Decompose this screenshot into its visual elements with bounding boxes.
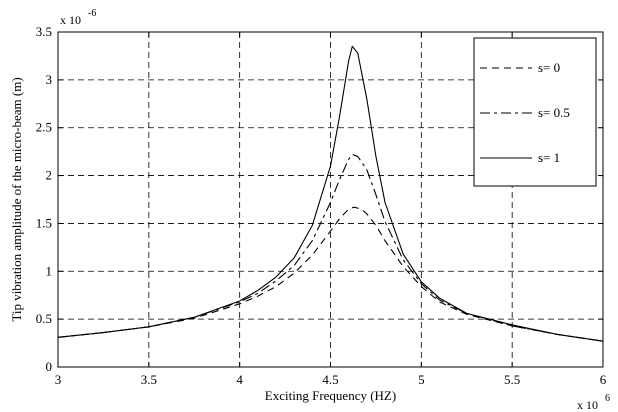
legend-label-s05: s= 0.5: [538, 105, 570, 120]
x-tick-label: 5.5: [504, 372, 520, 387]
y-tick-label: 3.5: [36, 24, 52, 39]
y-tick-label: 1: [46, 263, 53, 278]
x-exponent-text: 6: [605, 393, 610, 404]
y-tick-label: 3: [46, 72, 53, 87]
x-tick-label: 4.5: [322, 372, 338, 387]
x-tick-label: 6: [600, 372, 607, 387]
x-tick-label: 3: [55, 372, 62, 387]
series-line-1: [57, 153, 604, 342]
y-tick-label: 2.5: [36, 120, 52, 135]
y-exponent-text: -6: [88, 8, 96, 19]
legend-box: [473, 37, 597, 187]
x-axis-label: Exciting Frequency (HZ): [265, 388, 396, 403]
series-line-0: [57, 206, 604, 342]
series-group: [57, 45, 604, 342]
series-line-2: [57, 45, 604, 342]
x-tick-label: 3.5: [141, 372, 157, 387]
ticks: 3 3.5 4 4.5 5 5.5 6 0 0.5 1 1.5 2 2.5 3 3.5: [36, 24, 607, 387]
legend-label-s1: s= 1: [538, 150, 560, 165]
y-exponent-label: x 10 -6: [60, 8, 96, 27]
y-tick-label: 1.5: [36, 215, 52, 230]
x-tick-label: 4: [236, 372, 243, 387]
y-axis-label: Tip vibration amplitude of the micro-bea…: [9, 77, 24, 321]
x-multiplier-text: x 10: [577, 398, 598, 412]
y-tick-label: 0: [46, 359, 53, 374]
legend-label-s0: s= 0: [538, 60, 560, 75]
x-tick-label: 5: [418, 372, 425, 387]
y-multiplier-text: x 10: [60, 13, 81, 27]
x-exponent-label: x 10 6: [577, 393, 610, 412]
y-tick-label: 2: [46, 168, 53, 183]
legend: s= 0 s= 0.5 s= 1: [473, 37, 597, 187]
y-tick-label: 0.5: [36, 311, 52, 326]
